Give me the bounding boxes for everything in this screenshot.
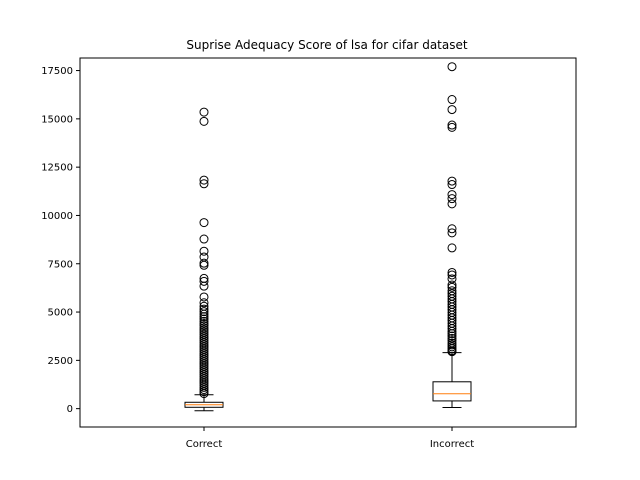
outlier-point [199, 365, 209, 375]
outlier-point [447, 95, 457, 105]
x-tick-label: Correct [186, 439, 223, 450]
outlier-point [199, 331, 209, 341]
plot-frame [79, 57, 577, 428]
outlier-point [199, 234, 209, 244]
x-axis: Correct Incorrect [186, 427, 474, 450]
outlier-point [199, 342, 209, 352]
outlier-point [447, 329, 457, 339]
outlier-point [199, 316, 209, 326]
x-tick-label: Incorrect [430, 439, 474, 450]
outlier-point [447, 105, 457, 115]
y-axis: 0 2500 5000 7500 10000 12500 15000 17500 [41, 66, 80, 415]
outlier-point [199, 344, 209, 354]
outlier-point [199, 385, 209, 395]
outlier-point [199, 382, 209, 392]
outlier-point [199, 314, 209, 324]
outlier-point [199, 368, 209, 378]
outlier-point [447, 224, 457, 234]
outlier-point [447, 122, 457, 132]
outlier-point [447, 282, 457, 292]
outlier-point [447, 62, 457, 72]
y-tick-label: 10000 [41, 211, 73, 222]
outlier-point [199, 292, 209, 302]
outlier-point [199, 361, 209, 371]
outlier-point [199, 107, 209, 117]
outlier-point [199, 340, 209, 350]
outlier-point [199, 321, 209, 331]
outlier-point [447, 270, 457, 280]
y-tick-label: 17500 [41, 66, 73, 77]
outlier-point [199, 355, 209, 365]
outlier-point [199, 370, 209, 380]
outlier-point [199, 307, 209, 317]
outlier-point [199, 276, 209, 286]
box-correct [184, 107, 224, 412]
y-tick-label: 0 [67, 404, 73, 415]
outlier-point [199, 116, 209, 126]
y-tick-label: 2500 [48, 356, 73, 367]
y-tick-label: 7500 [48, 259, 73, 270]
outlier-point [447, 228, 457, 238]
outlier-point [199, 353, 209, 363]
outlier-point [447, 180, 457, 190]
outlier-point [199, 374, 209, 384]
outlier-point [447, 190, 457, 200]
outlier-point [199, 357, 209, 367]
outlier-point [199, 218, 209, 228]
y-tick-label: 5000 [48, 308, 73, 319]
outlier-point [447, 280, 457, 290]
outlier-point [199, 348, 209, 358]
chart-title: Suprise Adequacy Score of lsa for cifar … [186, 38, 467, 52]
outlier-point [199, 281, 209, 291]
outlier-point [199, 175, 209, 185]
outlier-point [199, 309, 209, 319]
outlier-point [199, 318, 209, 328]
outlier-point [199, 298, 209, 308]
iqr-box [432, 381, 472, 402]
outlier-point [199, 351, 209, 361]
outlier-point [199, 325, 209, 335]
outlier-point [447, 324, 457, 334]
outlier-point [199, 179, 209, 189]
outlier-point [199, 336, 209, 346]
outlier-point [199, 338, 209, 348]
outlier-point [199, 372, 209, 382]
outlier-point [199, 329, 209, 339]
outlier-point [199, 346, 209, 356]
y-tick-label: 12500 [41, 163, 73, 174]
outlier-point [199, 334, 209, 344]
outlier-point [447, 194, 457, 204]
outlier-point [199, 246, 209, 256]
outlier-point [199, 258, 209, 268]
outlier-point [199, 312, 209, 322]
outlier-point [199, 327, 209, 337]
outlier-point [199, 260, 209, 270]
outlier-point [447, 199, 457, 209]
outlier-point [199, 376, 209, 386]
outlier-point [447, 176, 457, 186]
outlier-point [447, 274, 457, 284]
box-group [184, 62, 472, 412]
outlier-point [447, 243, 457, 253]
outlier-point [199, 359, 209, 369]
outlier-point [447, 120, 457, 130]
outlier-point [199, 378, 209, 388]
y-tick-label: 15000 [41, 114, 73, 125]
outlier-point [199, 323, 209, 333]
outlier-point [447, 331, 457, 341]
outlier-point [199, 363, 209, 373]
outlier-point [199, 389, 209, 399]
outlier-point [447, 326, 457, 336]
box-incorrect [432, 62, 472, 408]
outlier-point [447, 267, 457, 277]
outlier-point [447, 333, 457, 343]
outlier-point [447, 347, 457, 357]
